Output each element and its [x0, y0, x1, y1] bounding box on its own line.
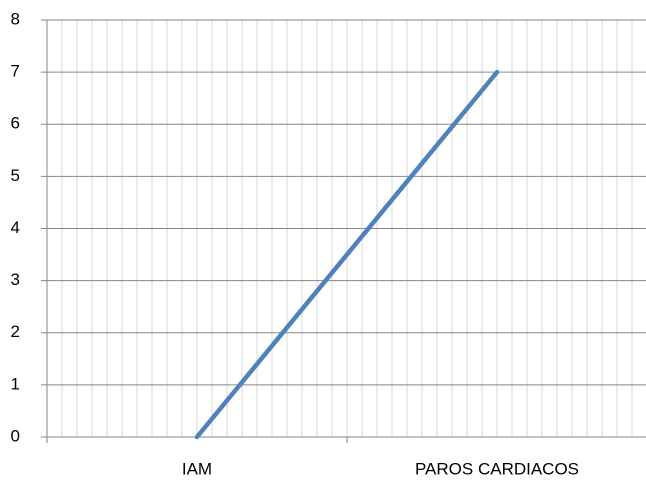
y-tick-label: 2: [11, 322, 20, 341]
line-series: [194, 69, 500, 440]
y-tick-label: 4: [11, 218, 20, 237]
y-tick-label: 0: [11, 426, 20, 445]
y-tick-label: 6: [11, 114, 20, 133]
x-tick-label: PAROS CARDIACOS: [415, 459, 579, 478]
y-tick-label: 8: [11, 9, 20, 28]
y-tick-label: 5: [11, 166, 20, 185]
y-tick-label: 1: [11, 374, 20, 393]
x-tick-label: IAM: [182, 459, 212, 478]
y-tick-label: 7: [11, 62, 20, 81]
y-tick-label: 3: [11, 270, 20, 289]
